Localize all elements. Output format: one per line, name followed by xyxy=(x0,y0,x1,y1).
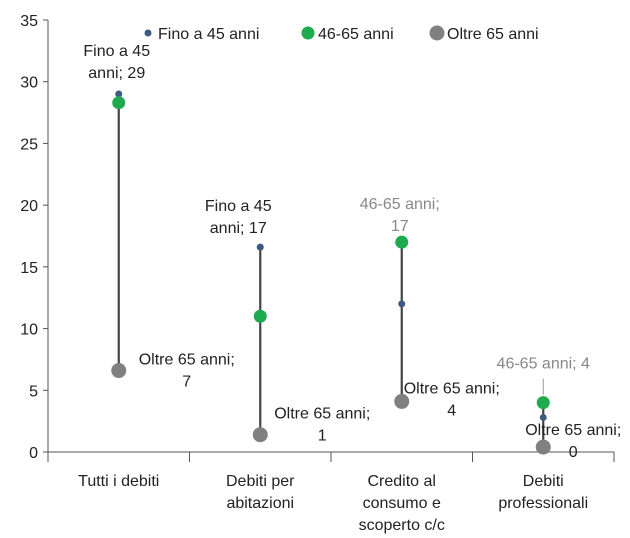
data-label-line: 46-65 anni; 4 xyxy=(497,356,591,373)
x-category-label: Debiti professionali xyxy=(498,473,588,512)
x-category-label-line: scoperto c/c xyxy=(359,517,445,534)
legend: Fino a 45 anni 46-65 anni Oltre 65 anni xyxy=(144,25,539,43)
legend-label: 46-65 anni xyxy=(318,26,394,43)
x-category-label: Credito al consumo e scoperto c/c xyxy=(359,473,445,534)
data-point xyxy=(536,396,550,410)
data-point xyxy=(394,393,410,409)
data-label-line: 0 xyxy=(569,444,578,461)
data-label-line: anni; 29 xyxy=(88,65,145,82)
data-label-line: 4 xyxy=(447,402,456,419)
data-label-line: anni; 17 xyxy=(210,220,267,237)
data-label: Fino a 45 anni; 29 xyxy=(83,43,150,82)
data-point xyxy=(395,235,409,249)
data-point xyxy=(112,96,126,110)
data-label-line: 17 xyxy=(391,218,409,235)
x-category-label-line: abitazioni xyxy=(226,495,294,512)
data-point xyxy=(253,309,267,323)
data-label: Oltre 65 anni; 4 xyxy=(404,380,500,419)
legend-marker xyxy=(429,25,445,41)
data-point xyxy=(252,427,268,443)
data-label: 46-65 anni; 17 xyxy=(360,196,440,235)
y-tick-label: 20 xyxy=(20,198,38,215)
y-tick-label: 10 xyxy=(20,322,38,339)
legend-label: Fino a 45 anni xyxy=(158,26,259,43)
data-labels: Fino a 45 anni; 29 Oltre 65 anni; 7 Fino a 4… xyxy=(83,43,621,461)
y-tick-label: 0 xyxy=(29,445,38,462)
connectors xyxy=(117,94,545,448)
x-category-label: Tutti i debiti xyxy=(78,473,159,490)
data-point xyxy=(115,90,123,98)
x-category-label-line: Debiti per xyxy=(226,473,295,490)
legend-label: Oltre 65 anni xyxy=(447,26,539,43)
legend-marker xyxy=(144,29,152,37)
data-label: Fino a 45 anni; 17 xyxy=(205,198,272,237)
legend-marker xyxy=(301,26,315,40)
x-category-label-line: Credito al xyxy=(368,473,436,490)
data-label: Oltre 65 anni; 7 xyxy=(139,352,235,391)
y-tick-label: 5 xyxy=(29,383,38,400)
data-point xyxy=(398,300,406,308)
data-label-line: Fino a 45 xyxy=(83,43,150,60)
data-label: Oltre 65 anni; 1 xyxy=(274,406,370,445)
data-label-line: Oltre 65 anni; xyxy=(139,352,235,369)
data-label-line: 46-65 anni; xyxy=(360,196,440,213)
data-label: 46-65 anni; 4 xyxy=(497,356,591,373)
data-label-line: Oltre 65 anni; xyxy=(525,422,621,439)
x-category-label-line: Debiti xyxy=(523,473,564,490)
data-label-line: 7 xyxy=(182,374,191,391)
data-point xyxy=(535,439,551,455)
data-label-line: Oltre 65 anni; xyxy=(404,380,500,397)
y-tick-label: 35 xyxy=(20,13,38,30)
x-category-label: Debiti per abitazioni xyxy=(226,473,295,512)
data-label-line: 1 xyxy=(318,428,327,445)
data-label: Oltre 65 anni; 0 xyxy=(525,422,621,461)
data-point xyxy=(111,363,127,379)
data-label-line: Oltre 65 anni; xyxy=(274,406,370,423)
x-category-label-line: professionali xyxy=(498,495,588,512)
y-tick-label: 15 xyxy=(20,260,38,277)
y-tick-label: 30 xyxy=(20,75,38,92)
y-tick-label: 25 xyxy=(20,136,38,153)
data-label-line: Fino a 45 xyxy=(205,198,272,215)
x-category-label-line: consumo e xyxy=(363,495,441,512)
x-category-label-line: Tutti i debiti xyxy=(78,473,159,490)
data-points xyxy=(111,90,551,455)
data-point xyxy=(539,413,547,421)
data-point xyxy=(256,243,264,251)
